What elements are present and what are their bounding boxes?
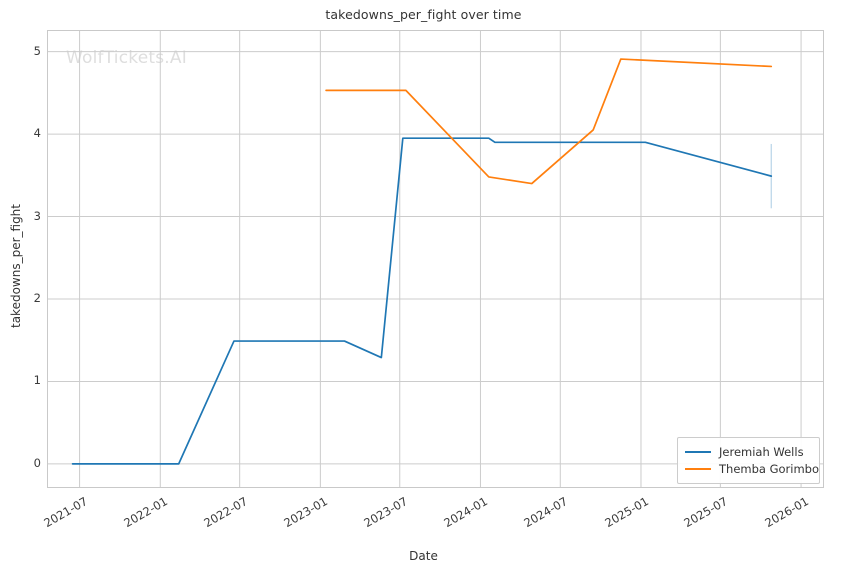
x-tick-label: 2022-01 xyxy=(121,494,171,531)
series-line-1 xyxy=(71,137,773,465)
x-axis-label: Date xyxy=(409,549,438,563)
series-line-2 xyxy=(325,58,773,185)
y-tick-label: 4 xyxy=(33,126,41,141)
x-tick-label: 2024-01 xyxy=(441,494,491,531)
legend-label-series-1: Jeremiah Wells xyxy=(719,444,804,459)
legend-label-series-2: Themba Gorimbo xyxy=(719,461,820,476)
x-tick-label: 2023-07 xyxy=(361,494,410,531)
chart-legend: Jeremiah Wells Themba Gorimbo xyxy=(677,437,820,484)
x-tick-label: 2025-07 xyxy=(681,494,731,531)
legend-item-themba-gorimbo[interactable]: Themba Gorimbo xyxy=(685,460,819,477)
legend-item-jeremiah-wells[interactable]: Jeremiah Wells xyxy=(685,443,812,460)
y-axis-tick-labels: 0 1 2 3 4 5 xyxy=(0,0,41,575)
x-tick-label: 2021-07 xyxy=(40,494,90,531)
y-tick-label: 2 xyxy=(33,290,41,305)
x-tick-label: 2026-01 xyxy=(762,494,812,531)
x-tick-label: 2022-07 xyxy=(201,494,250,531)
plot-area: WolfTickets.AI xyxy=(47,30,824,488)
x-tick-label: 2023-01 xyxy=(281,494,331,531)
series-lines xyxy=(71,58,773,465)
legend-swatch-series-2 xyxy=(685,467,711,470)
x-tick-label: 2024-07 xyxy=(521,494,571,531)
chart-title: takedowns_per_fight over time xyxy=(325,7,522,22)
legend-swatch-series-1 xyxy=(685,450,711,453)
y-tick-label: 3 xyxy=(33,208,41,223)
y-tick-label: 0 xyxy=(33,455,41,470)
x-tick-label: 2025-01 xyxy=(602,494,651,531)
y-tick-label: 1 xyxy=(33,373,41,388)
y-axis-label: takedowns_per_fight xyxy=(9,204,23,329)
grid-lines xyxy=(48,31,823,487)
y-tick-label: 5 xyxy=(33,43,41,58)
plot-canvas xyxy=(48,31,823,487)
